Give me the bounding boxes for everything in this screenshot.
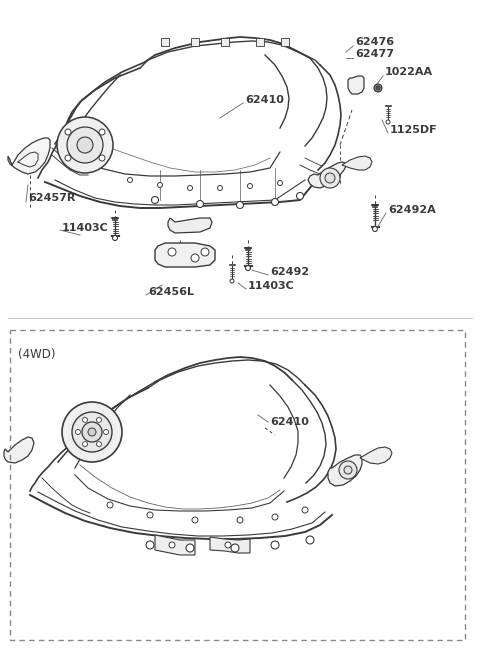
Circle shape — [104, 430, 108, 434]
Polygon shape — [360, 447, 392, 464]
Text: 11403C: 11403C — [62, 223, 109, 233]
Circle shape — [201, 248, 209, 256]
Text: 62457R: 62457R — [28, 193, 75, 203]
Circle shape — [188, 185, 192, 191]
Circle shape — [192, 517, 198, 523]
Circle shape — [325, 173, 335, 183]
Bar — [191, 38, 199, 46]
Polygon shape — [348, 76, 364, 94]
Circle shape — [237, 202, 243, 208]
Text: 62492: 62492 — [270, 267, 309, 277]
Circle shape — [72, 412, 112, 452]
Text: 62476: 62476 — [355, 37, 394, 47]
Circle shape — [82, 422, 102, 442]
Bar — [281, 38, 289, 46]
Polygon shape — [155, 535, 195, 555]
Circle shape — [67, 127, 103, 163]
Circle shape — [186, 544, 194, 552]
Circle shape — [62, 402, 122, 462]
Circle shape — [374, 84, 382, 92]
Circle shape — [96, 417, 101, 422]
Circle shape — [386, 120, 390, 124]
Circle shape — [146, 541, 154, 549]
Circle shape — [297, 193, 303, 200]
Circle shape — [83, 442, 87, 447]
Circle shape — [157, 183, 163, 187]
Circle shape — [271, 541, 279, 549]
Circle shape — [245, 265, 251, 271]
Circle shape — [248, 183, 252, 189]
Text: 1125DF: 1125DF — [390, 125, 438, 135]
Circle shape — [169, 542, 175, 548]
Circle shape — [99, 129, 105, 135]
Polygon shape — [308, 162, 346, 188]
Circle shape — [339, 461, 357, 479]
Bar — [10, 330, 465, 640]
Circle shape — [272, 514, 278, 520]
Circle shape — [237, 517, 243, 523]
Circle shape — [302, 507, 308, 513]
Circle shape — [320, 168, 340, 188]
Polygon shape — [328, 455, 362, 486]
Circle shape — [231, 544, 239, 552]
Circle shape — [306, 536, 314, 544]
Circle shape — [372, 227, 377, 231]
Circle shape — [128, 177, 132, 183]
Text: 1022AA: 1022AA — [385, 67, 433, 77]
Polygon shape — [342, 156, 372, 170]
Circle shape — [112, 235, 118, 240]
Text: 62492A: 62492A — [388, 205, 436, 215]
Circle shape — [225, 542, 231, 548]
Polygon shape — [210, 537, 250, 553]
Polygon shape — [155, 243, 215, 267]
Circle shape — [75, 430, 81, 434]
Text: 62410: 62410 — [245, 95, 284, 105]
Circle shape — [376, 86, 380, 90]
Polygon shape — [168, 218, 212, 233]
Circle shape — [83, 417, 87, 422]
Text: 62477: 62477 — [355, 49, 394, 59]
Circle shape — [191, 254, 199, 262]
Circle shape — [107, 502, 113, 508]
Text: 62456L: 62456L — [148, 287, 194, 297]
Text: (4WD): (4WD) — [18, 348, 56, 361]
Circle shape — [96, 442, 101, 447]
Circle shape — [344, 466, 352, 474]
Circle shape — [57, 117, 113, 173]
Circle shape — [168, 248, 176, 256]
Polygon shape — [4, 437, 34, 463]
Circle shape — [99, 155, 105, 161]
Bar — [221, 38, 229, 46]
Text: 62410: 62410 — [270, 417, 309, 427]
Circle shape — [88, 428, 96, 436]
Circle shape — [147, 512, 153, 518]
Circle shape — [217, 185, 223, 191]
Circle shape — [277, 181, 283, 185]
Bar — [161, 38, 169, 46]
Bar — [256, 38, 264, 46]
Circle shape — [152, 196, 158, 204]
Circle shape — [65, 129, 71, 135]
Polygon shape — [8, 138, 50, 174]
Circle shape — [272, 198, 278, 206]
Circle shape — [230, 279, 234, 283]
Circle shape — [65, 155, 71, 161]
Circle shape — [196, 200, 204, 208]
Circle shape — [77, 137, 93, 153]
Text: 11403C: 11403C — [248, 281, 295, 291]
